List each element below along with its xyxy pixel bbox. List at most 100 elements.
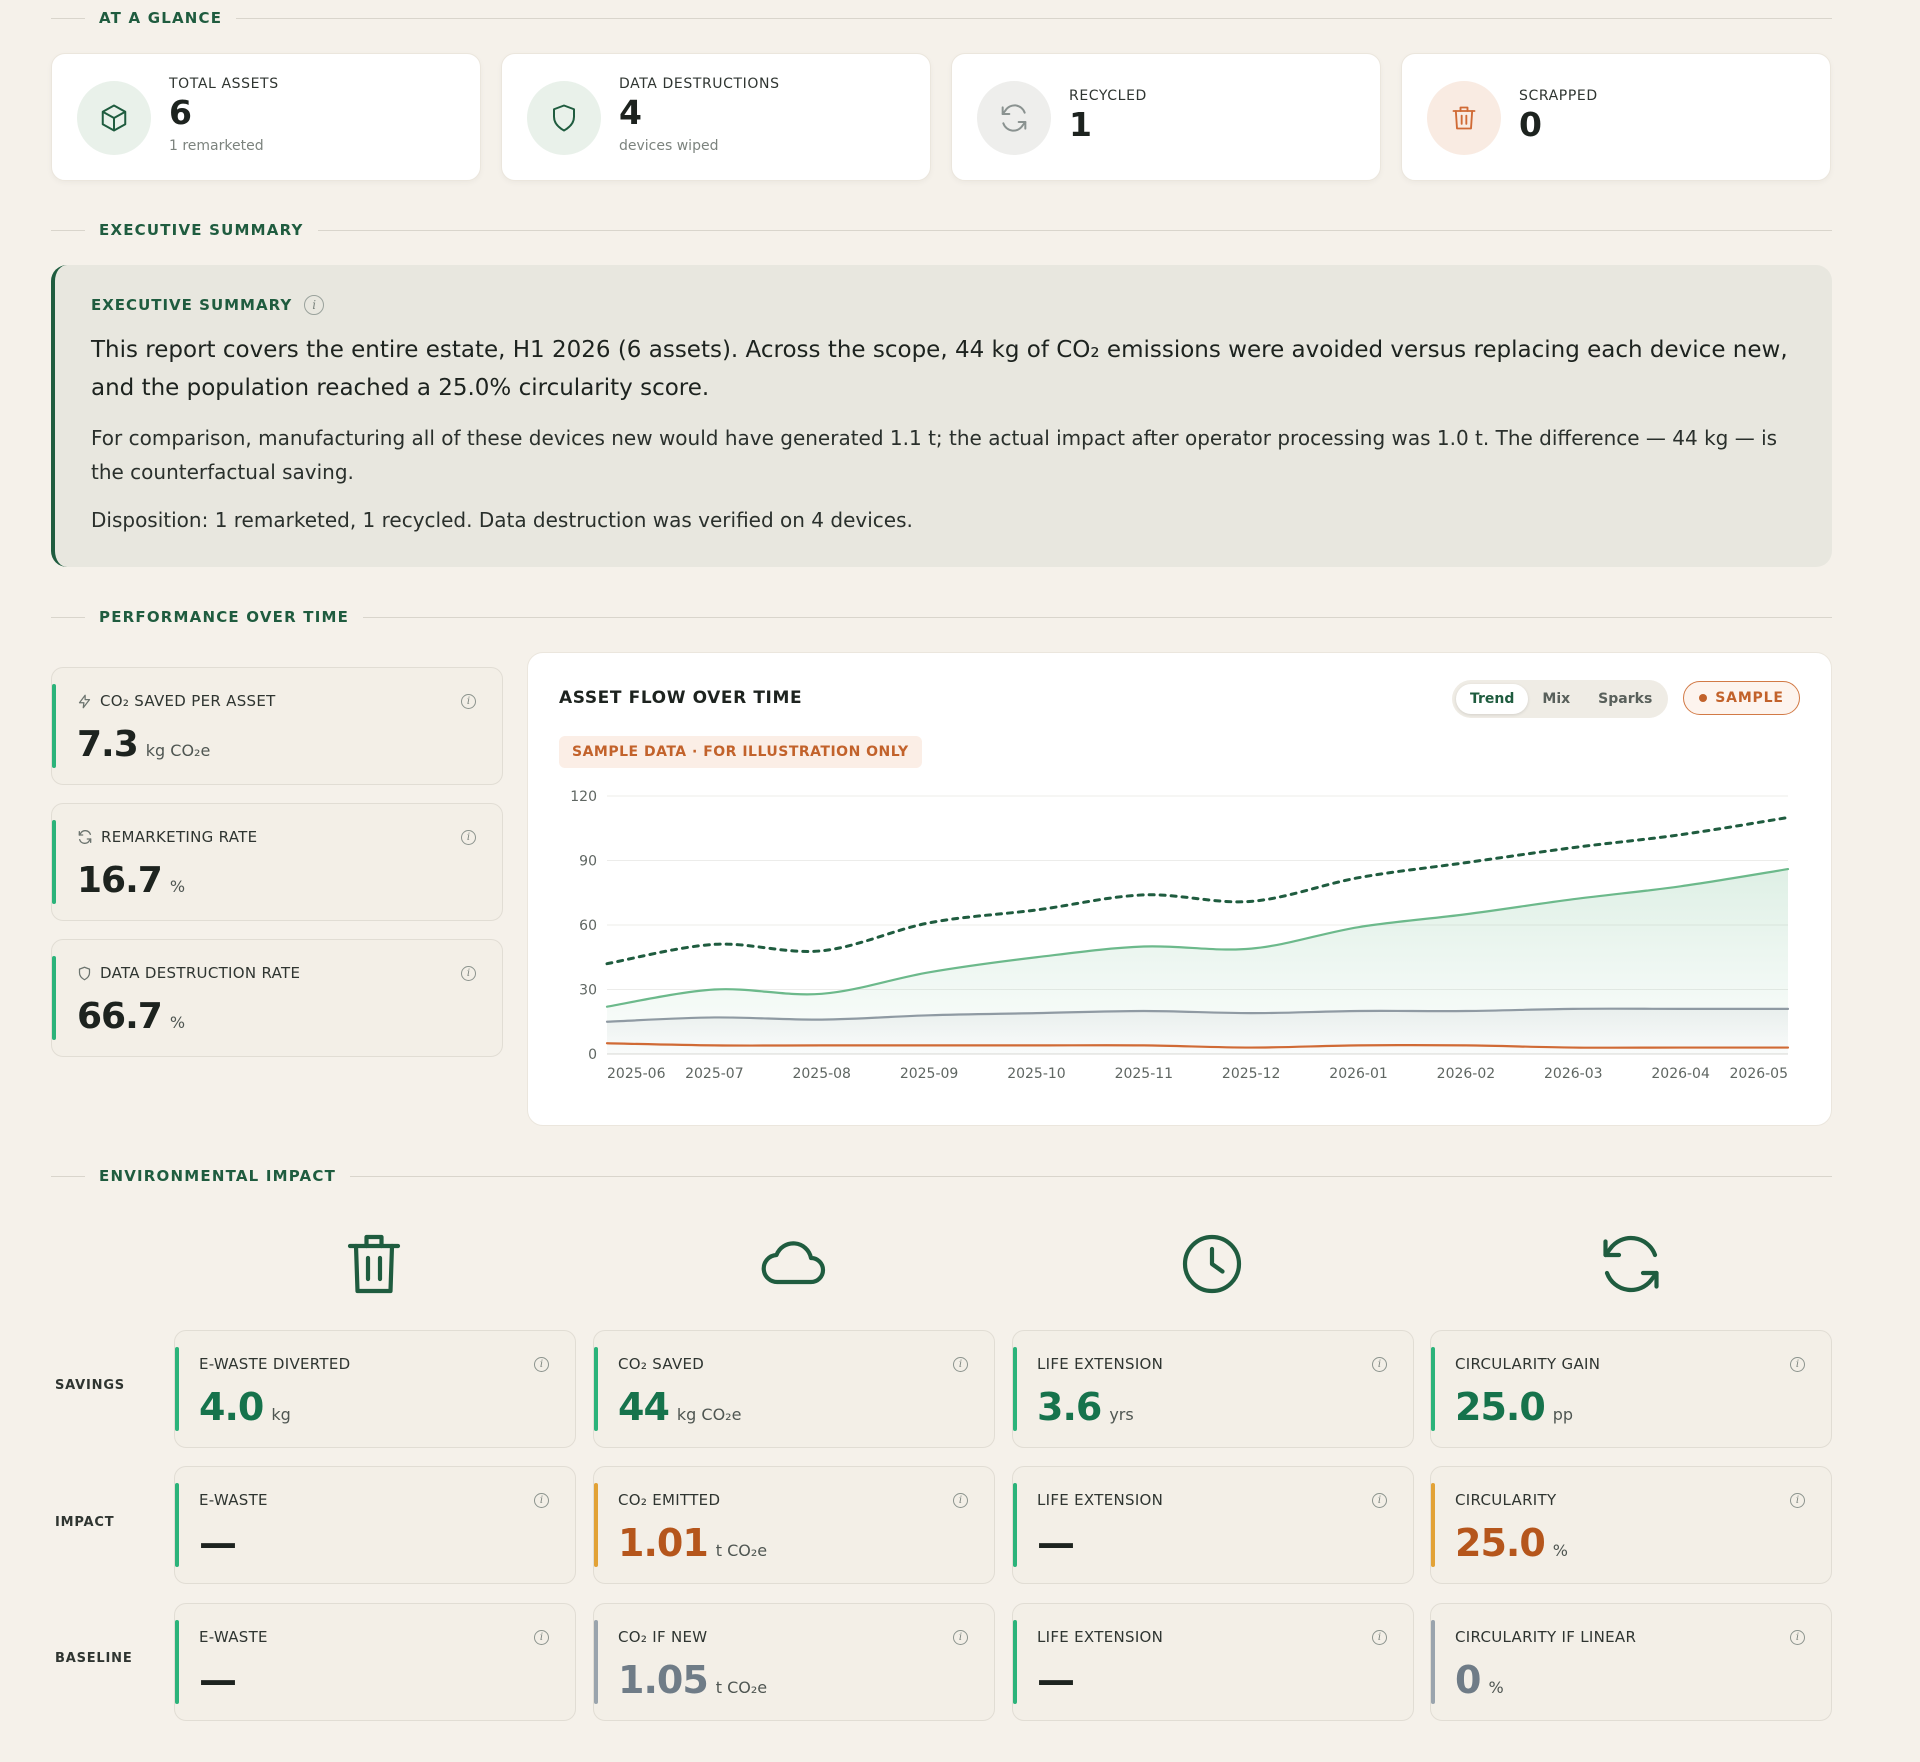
metric-value: 25.0 bbox=[1455, 1385, 1546, 1429]
info-icon[interactable]: i bbox=[461, 830, 476, 845]
kpi-unit: kg CO₂e bbox=[145, 741, 211, 760]
stat-label: TOTAL ASSETS bbox=[169, 76, 279, 92]
section-title: PERFORMANCE OVER TIME bbox=[99, 608, 350, 626]
bolt-icon bbox=[78, 694, 91, 708]
metric-card-circularity: CIRCULARITY i 25.0% bbox=[1430, 1466, 1832, 1584]
toggle-trend[interactable]: Trend bbox=[1456, 684, 1529, 714]
info-icon[interactable]: i bbox=[461, 966, 476, 981]
trash-icon bbox=[1427, 81, 1501, 155]
metric-card-life-extension-impact: LIFE EXTENSION i — bbox=[1012, 1466, 1414, 1584]
cube-icon bbox=[77, 81, 151, 155]
info-icon[interactable]: i bbox=[534, 1357, 549, 1372]
kpi-unit: % bbox=[169, 1013, 186, 1032]
info-icon[interactable]: i bbox=[461, 694, 476, 709]
info-icon[interactable]: i bbox=[534, 1493, 549, 1508]
metric-card-e-waste-impact: E-WASTE i — bbox=[174, 1466, 576, 1584]
y-tick-label: 120 bbox=[570, 789, 597, 805]
info-icon[interactable]: i bbox=[1372, 1493, 1387, 1508]
metric-value: 3.6 bbox=[1037, 1385, 1102, 1429]
stat-value: 1 bbox=[1069, 105, 1092, 144]
metric-label: CO₂ EMITTED bbox=[618, 1491, 721, 1509]
sample-badge[interactable]: SAMPLE bbox=[1683, 681, 1800, 715]
series-line-0 bbox=[605, 816, 1790, 966]
metric-value: — bbox=[199, 1521, 237, 1565]
y-tick-label: 60 bbox=[579, 918, 597, 934]
info-icon[interactable]: i bbox=[1372, 1630, 1387, 1645]
asset-flow-chart: 0 30 60 90 120 2025-06 2025-07 2025-08 2025-09 20… bbox=[570, 789, 1790, 1082]
kpi-label: DATA DESTRUCTION RATE bbox=[100, 964, 301, 982]
y-tick-label: 0 bbox=[588, 1047, 597, 1063]
series-area-2 bbox=[607, 1008, 1788, 1054]
metric-card-life-extension-savings: LIFE EXTENSION i 3.6 yrs bbox=[1012, 1330, 1414, 1448]
metric-unit: kg CO₂e bbox=[676, 1405, 742, 1424]
metric-label: LIFE EXTENSION bbox=[1037, 1355, 1164, 1373]
metric-label: LIFE EXTENSION bbox=[1037, 1491, 1164, 1509]
metric-unit: kg bbox=[271, 1405, 291, 1424]
info-icon[interactable]: i bbox=[1790, 1493, 1805, 1508]
kpi-card-data-destruction-rate: DATA DESTRUCTION RATE i 66.7% bbox=[51, 939, 503, 1057]
kpi-value: 7.3 bbox=[77, 724, 139, 765]
info-icon[interactable]: i bbox=[953, 1630, 968, 1645]
info-icon[interactable]: i bbox=[534, 1630, 549, 1645]
dot-icon bbox=[1699, 694, 1708, 702]
kpi-card-co2-per-asset: CO₂ SAVED PER ASSET i 7.3 kg CO₂e bbox=[51, 667, 503, 785]
metric-label: CIRCULARITY GAIN bbox=[1455, 1355, 1601, 1373]
metric-card-co2-if-new: CO₂ IF NEW i 1.05 t CO₂e bbox=[593, 1603, 995, 1721]
shield-icon bbox=[78, 966, 91, 980]
toggle-mix[interactable]: Mix bbox=[1542, 691, 1571, 707]
chart-view-toggle: Trend Mix Sparks bbox=[1452, 680, 1668, 718]
x-tick-label: 2026-03 bbox=[1544, 1066, 1603, 1082]
metric-unit: t CO₂e bbox=[715, 1541, 768, 1560]
kpi-card-remarketing-rate: REMARKETING RATE i 16.7% bbox=[51, 803, 503, 921]
series-line-2 bbox=[605, 1007, 1790, 1023]
info-icon[interactable]: i bbox=[1372, 1357, 1387, 1372]
metric-card-e-waste-baseline: E-WASTE i — bbox=[174, 1603, 576, 1721]
metric-value: 0 bbox=[1455, 1658, 1481, 1702]
metric-value: — bbox=[1037, 1658, 1075, 1702]
stat-label: DATA DESTRUCTIONS bbox=[619, 76, 780, 92]
section-header-performance: PERFORMANCE OVER TIME bbox=[51, 607, 1832, 627]
metric-card-circularity-gain: CIRCULARITY GAIN i 25.0 pp bbox=[1430, 1330, 1832, 1448]
metric-value: — bbox=[1037, 1521, 1075, 1565]
metric-value: 44 bbox=[618, 1385, 670, 1429]
kpi-value: 66.7 bbox=[77, 996, 163, 1037]
metric-label: CIRCULARITY IF LINEAR bbox=[1455, 1628, 1637, 1646]
y-tick-label: 30 bbox=[579, 983, 597, 999]
series-line-1 bbox=[605, 868, 1790, 1008]
metric-unit: % bbox=[1488, 1678, 1504, 1697]
x-tick-label: 2025-09 bbox=[900, 1066, 959, 1082]
cloud-icon bbox=[761, 1241, 826, 1285]
toggle-sparks[interactable]: Sparks bbox=[1598, 691, 1653, 707]
info-icon[interactable]: i bbox=[953, 1357, 968, 1372]
stat-value: 4 bbox=[619, 93, 642, 132]
x-tick-label: 2025-08 bbox=[792, 1066, 851, 1082]
info-icon[interactable]: i bbox=[1790, 1630, 1805, 1645]
executive-summary-label: EXECUTIVE SUMMARY bbox=[91, 296, 293, 314]
x-tick-label: 2025-11 bbox=[1115, 1066, 1174, 1082]
x-tick-label: 2025-06 bbox=[607, 1066, 666, 1082]
sample-badge-label: SAMPLE bbox=[1715, 690, 1784, 706]
asset-flow-chart-card: ASSET FLOW OVER TIME Trend Mix Sparks SA… bbox=[527, 652, 1832, 1126]
executive-summary-disposition: Disposition: 1 remarketed, 1 recycled. D… bbox=[91, 508, 913, 532]
metric-label: E-WASTE bbox=[199, 1628, 268, 1646]
metric-label: E-WASTE DIVERTED bbox=[199, 1355, 351, 1373]
stat-sub: devices wiped bbox=[619, 138, 719, 154]
sample-data-note: SAMPLE DATA · FOR ILLUSTRATION ONLY bbox=[559, 736, 922, 768]
stat-sub: 1 remarketed bbox=[169, 138, 264, 154]
info-icon[interactable]: i bbox=[953, 1493, 968, 1508]
metric-unit: yrs bbox=[1109, 1405, 1134, 1424]
chart-title: ASSET FLOW OVER TIME bbox=[559, 688, 803, 708]
x-tick-label: 2026-02 bbox=[1437, 1066, 1496, 1082]
metric-label: E-WASTE bbox=[199, 1491, 268, 1509]
stat-value: 0 bbox=[1519, 105, 1542, 144]
metric-value: — bbox=[199, 1658, 237, 1702]
info-icon[interactable]: i bbox=[1790, 1357, 1805, 1372]
refresh-icon bbox=[977, 81, 1051, 155]
metric-label: LIFE EXTENSION bbox=[1037, 1628, 1164, 1646]
metric-card-life-extension-baseline: LIFE EXTENSION i — bbox=[1012, 1603, 1414, 1721]
info-icon[interactable]: i bbox=[304, 295, 325, 315]
row-label-impact: IMPACT bbox=[55, 1515, 115, 1530]
executive-summary-lead: This report covers the entire estate, H1… bbox=[91, 337, 1788, 401]
metric-unit: % bbox=[1552, 1541, 1568, 1560]
stat-label: SCRAPPED bbox=[1519, 88, 1598, 104]
